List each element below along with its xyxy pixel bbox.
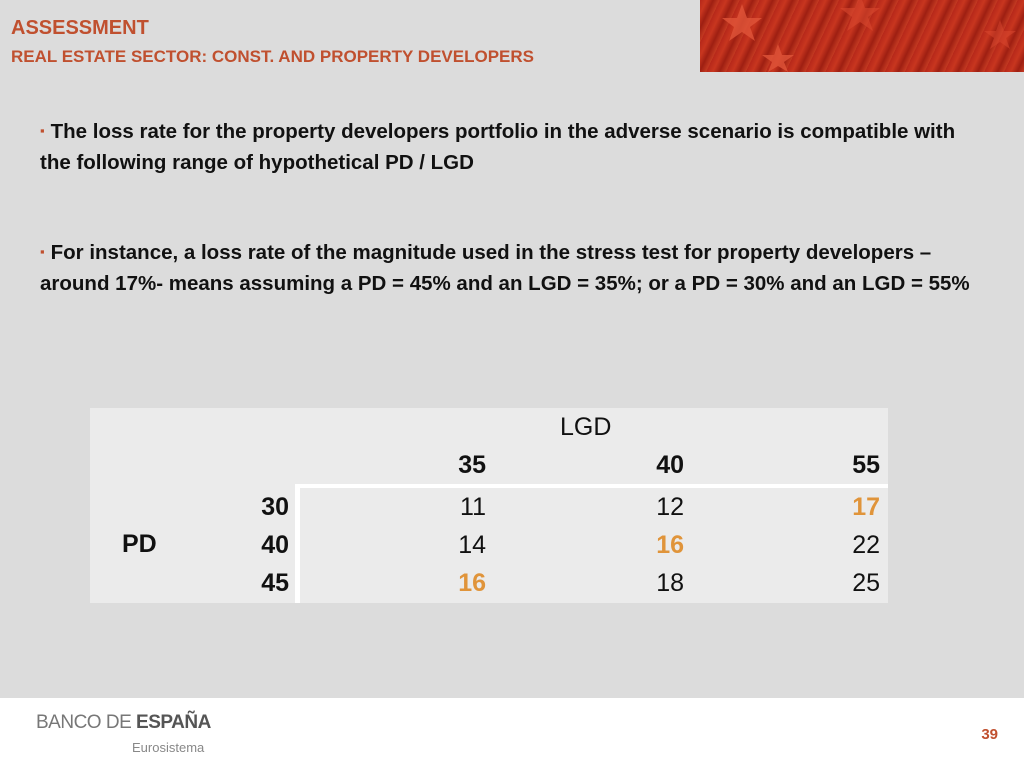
row-header: 45 bbox=[261, 569, 289, 597]
table-cell: 22 bbox=[852, 531, 880, 559]
bullet-text: For instance, a loss rate of the magnitu… bbox=[40, 241, 970, 295]
bullet-text: The loss rate for the property developer… bbox=[40, 120, 956, 174]
table-divider bbox=[295, 484, 888, 488]
bullet-marker: ▪ bbox=[40, 123, 45, 138]
row-header: 30 bbox=[261, 493, 289, 521]
table-divider bbox=[295, 486, 300, 603]
pd-header: PD bbox=[122, 530, 157, 558]
table-cell: 18 bbox=[656, 569, 684, 597]
star-pattern-icon bbox=[722, 0, 1016, 72]
table-cell: 14 bbox=[458, 531, 486, 559]
bullet-paragraph: ▪ The loss rate for the property develope… bbox=[40, 115, 980, 178]
table-cell-highlight: 16 bbox=[656, 531, 684, 559]
column-header: 40 bbox=[656, 451, 684, 479]
pd-lgd-table: LGD 35 40 55 PD 30 40 45 11 12 17 14 16 … bbox=[90, 408, 888, 603]
page-number: 39 bbox=[981, 726, 998, 743]
column-header: 55 bbox=[852, 451, 880, 479]
lgd-header: LGD bbox=[560, 413, 612, 441]
table-cell: 11 bbox=[460, 493, 486, 521]
column-header: 35 bbox=[458, 451, 486, 479]
header-subtitle: REAL ESTATE SECTOR: CONST. AND PROPERTY … bbox=[11, 47, 534, 66]
banco-de-espana-logo: BANCO DE ESPAÑA bbox=[36, 712, 211, 734]
logo-text-light: BANCO DE bbox=[36, 712, 137, 733]
logo-subtitle: Eurosistema bbox=[132, 740, 205, 755]
table-cell: 12 bbox=[656, 493, 684, 521]
table-cell: 25 bbox=[852, 569, 880, 597]
bullet-marker: ▪ bbox=[40, 244, 45, 259]
header-title: ASSESSMENT bbox=[11, 17, 149, 39]
table-cell-highlight: 17 bbox=[852, 493, 880, 521]
bullet-paragraph: ▪ For instance, a loss rate of the magnit… bbox=[40, 236, 980, 299]
flag-banner-image bbox=[700, 0, 1024, 72]
table-cell-highlight: 16 bbox=[458, 569, 486, 597]
row-header: 40 bbox=[261, 531, 289, 559]
footer: BANCO DE ESPAÑA Eurosistema 39 bbox=[0, 698, 1024, 768]
logo-text-bold: ESPAÑA bbox=[136, 712, 211, 733]
